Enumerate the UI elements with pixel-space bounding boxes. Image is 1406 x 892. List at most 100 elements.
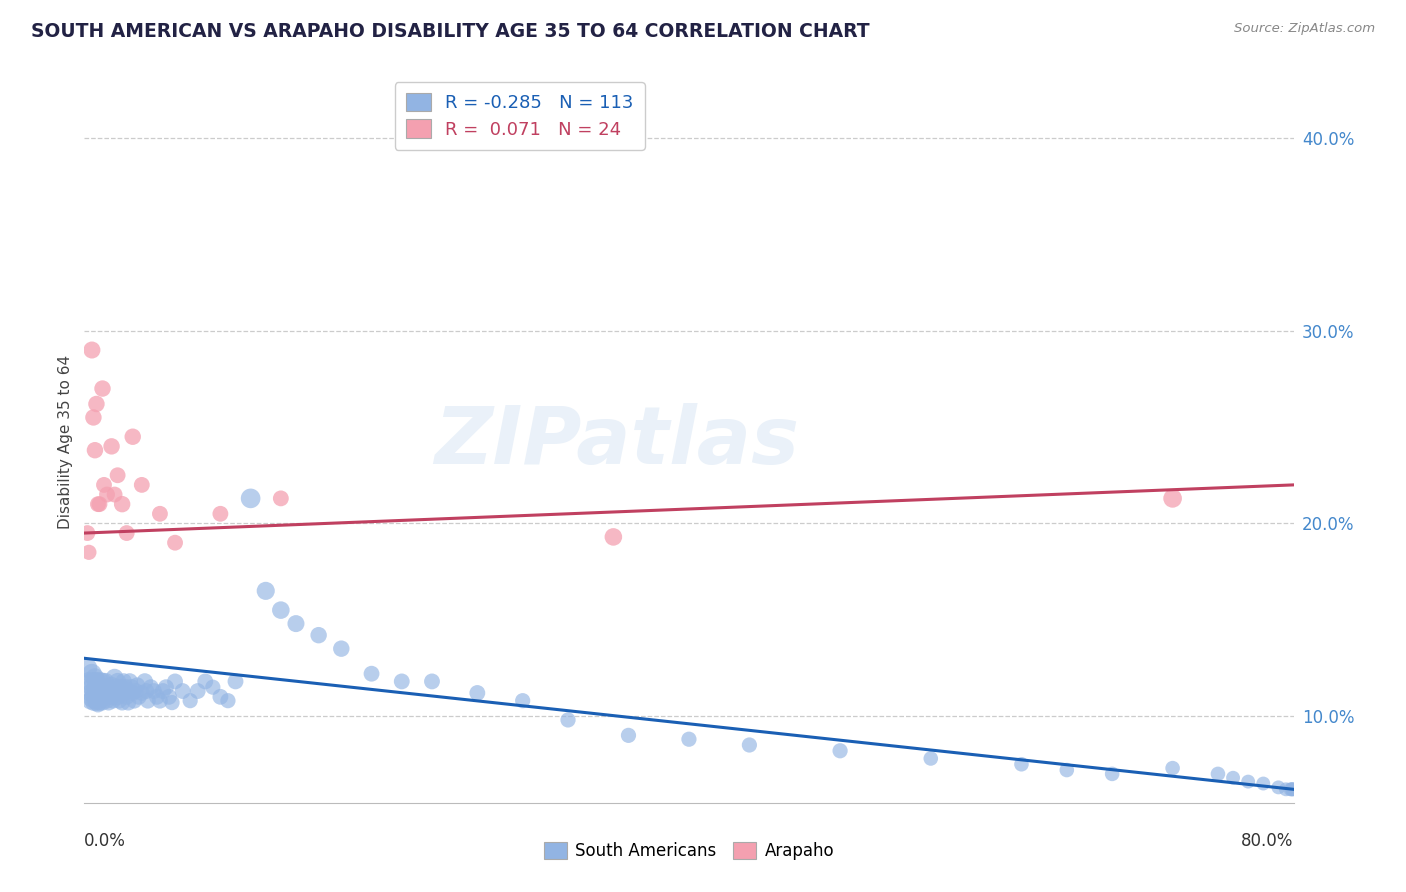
Text: 0.0%: 0.0%	[84, 831, 127, 850]
Point	[360, 666, 382, 681]
Point	[1281, 782, 1303, 797]
Point	[1011, 757, 1033, 772]
Text: ZIPatlas: ZIPatlas	[434, 402, 799, 481]
Point	[96, 682, 118, 697]
Point	[96, 694, 118, 708]
Point	[110, 680, 132, 694]
Point	[308, 628, 330, 642]
Point	[80, 691, 103, 706]
Point	[84, 682, 107, 697]
Point	[139, 680, 162, 694]
Point	[270, 603, 292, 617]
Point	[91, 686, 114, 700]
Point	[157, 690, 180, 704]
Point	[420, 674, 443, 689]
Point	[104, 487, 127, 501]
Point	[467, 686, 489, 700]
Point	[121, 686, 143, 700]
Point	[82, 674, 104, 689]
Point	[738, 738, 761, 752]
Point	[86, 674, 108, 689]
Point	[194, 674, 217, 689]
Point	[91, 696, 114, 710]
Point	[1237, 774, 1260, 789]
Point	[89, 674, 111, 689]
Point	[107, 674, 129, 689]
Point	[1281, 782, 1303, 797]
Text: 80.0%: 80.0%	[1241, 831, 1294, 850]
Point	[86, 397, 108, 411]
Point	[165, 674, 187, 689]
Point	[82, 410, 104, 425]
Point	[97, 696, 120, 710]
Point	[111, 497, 134, 511]
Point	[1275, 782, 1298, 797]
Point	[209, 507, 232, 521]
Point	[146, 690, 169, 704]
Point	[117, 696, 139, 710]
Point	[155, 680, 177, 694]
Point	[76, 661, 98, 675]
Text: Source: ZipAtlas.com: Source: ZipAtlas.com	[1234, 22, 1375, 36]
Point	[134, 674, 156, 689]
Point	[84, 443, 107, 458]
Point	[86, 696, 108, 710]
Point	[111, 686, 134, 700]
Point	[172, 684, 194, 698]
Point	[125, 684, 148, 698]
Point	[165, 535, 187, 549]
Point	[121, 430, 143, 444]
Point	[76, 526, 98, 541]
Point	[187, 684, 209, 698]
Point	[131, 478, 153, 492]
Point	[94, 674, 117, 689]
Point	[105, 680, 128, 694]
Point	[830, 744, 852, 758]
Point	[89, 686, 111, 700]
Point	[179, 694, 201, 708]
Point	[142, 684, 165, 698]
Point	[330, 641, 353, 656]
Point	[93, 478, 115, 492]
Point	[77, 545, 100, 559]
Point	[115, 526, 138, 541]
Point	[77, 674, 100, 689]
Point	[87, 678, 110, 692]
Point	[1267, 780, 1289, 795]
Point	[270, 491, 292, 506]
Point	[225, 674, 247, 689]
Point	[160, 696, 183, 710]
Point	[128, 690, 150, 704]
Point	[87, 497, 110, 511]
Point	[100, 690, 122, 704]
Point	[678, 732, 700, 747]
Point	[209, 690, 232, 704]
Point	[391, 674, 413, 689]
Point	[79, 694, 101, 708]
Point	[239, 491, 262, 506]
Point	[82, 686, 104, 700]
Point	[254, 583, 277, 598]
Point	[108, 694, 131, 708]
Point	[1101, 767, 1123, 781]
Point	[104, 684, 127, 698]
Point	[1279, 782, 1302, 797]
Point	[101, 694, 124, 708]
Point	[82, 696, 104, 710]
Point	[135, 684, 157, 698]
Point	[120, 680, 142, 694]
Point	[557, 713, 579, 727]
Point	[152, 684, 174, 698]
Point	[107, 690, 129, 704]
Point	[90, 690, 112, 704]
Point	[93, 690, 115, 704]
Y-axis label: Disability Age 35 to 64: Disability Age 35 to 64	[58, 354, 73, 529]
Point	[87, 688, 110, 702]
Point	[107, 468, 129, 483]
Point	[86, 684, 108, 698]
Point	[602, 530, 624, 544]
Point	[285, 616, 308, 631]
Point	[89, 696, 111, 710]
Point	[1161, 491, 1184, 506]
Point	[84, 694, 107, 708]
